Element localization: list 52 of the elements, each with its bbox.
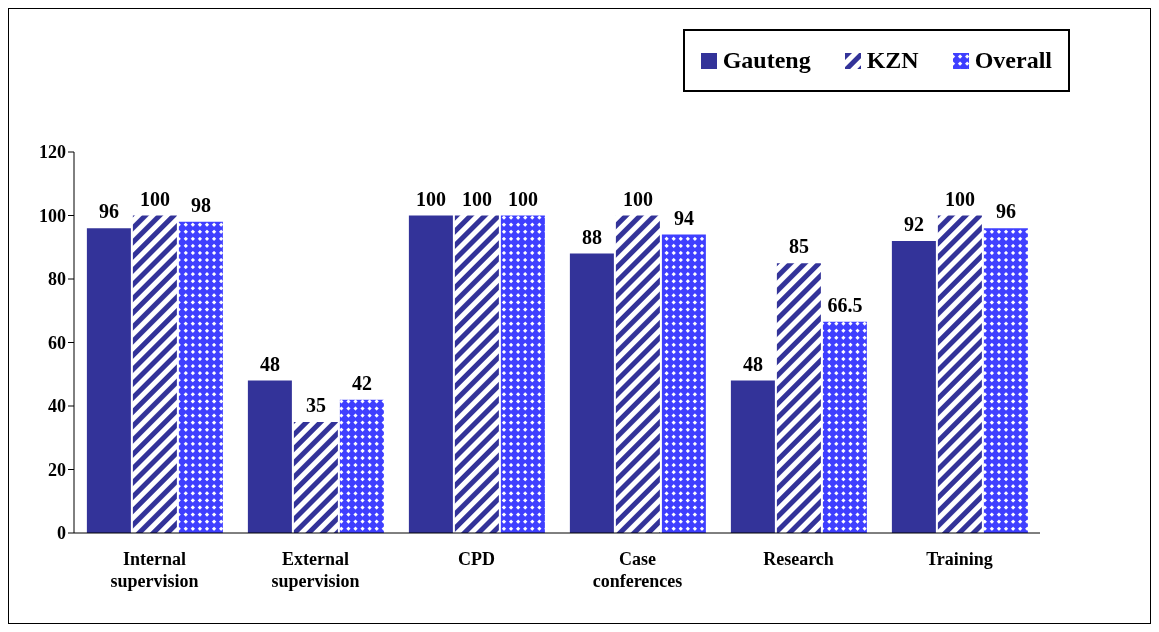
bar	[661, 234, 706, 533]
data-label: 94	[673, 206, 694, 229]
bar	[247, 380, 292, 533]
data-label: 100	[461, 187, 492, 210]
bar	[983, 228, 1028, 533]
data-label: 48	[742, 352, 763, 375]
bar	[86, 228, 131, 533]
data-label: 35	[305, 393, 326, 416]
data-label: 85	[788, 235, 809, 258]
bar	[822, 321, 867, 533]
data-label: 96	[98, 200, 119, 223]
y-tick-label: 40	[48, 396, 66, 417]
y-tick-label: 100	[39, 205, 66, 226]
y-tick-label: 120	[39, 142, 66, 163]
x-tick-label: Case conferences	[592, 549, 683, 591]
bar	[408, 215, 453, 533]
legend-label: KZN	[865, 47, 919, 74]
data-label: 48	[259, 352, 280, 375]
x-tick-label: Internal supervision	[110, 549, 199, 591]
bar	[615, 215, 660, 533]
bar	[178, 221, 223, 533]
data-label: 100	[139, 187, 170, 210]
bar	[500, 215, 545, 533]
x-tick-label: Research	[763, 549, 834, 569]
x-tick-label: External supervision	[271, 549, 360, 591]
legend-label: Gauteng	[721, 47, 811, 74]
data-label: 88	[581, 225, 602, 248]
x-tick-label: CPD	[458, 549, 495, 569]
data-label: 100	[415, 187, 446, 210]
data-label: 100	[507, 187, 538, 210]
bar	[776, 263, 821, 533]
bar	[454, 215, 499, 533]
bar	[891, 240, 936, 533]
bar	[293, 421, 338, 533]
bar	[132, 215, 177, 533]
legend-label: Overall	[973, 47, 1052, 74]
bar	[569, 253, 614, 533]
data-label: 42	[351, 371, 372, 394]
y-tick-label: 20	[48, 459, 66, 480]
data-label: 100	[944, 187, 975, 210]
bar	[730, 380, 775, 533]
data-label: 66.5	[827, 293, 863, 316]
y-tick-label: 0	[57, 523, 66, 544]
bar	[937, 215, 982, 533]
data-label: 98	[190, 193, 211, 216]
x-tick-label: Training	[926, 549, 993, 569]
y-tick-label: 60	[48, 332, 66, 353]
data-label: 92	[903, 212, 924, 235]
data-label: 96	[995, 200, 1016, 223]
bar	[339, 399, 384, 533]
y-tick-label: 80	[48, 269, 66, 290]
data-label: 100	[622, 187, 653, 210]
